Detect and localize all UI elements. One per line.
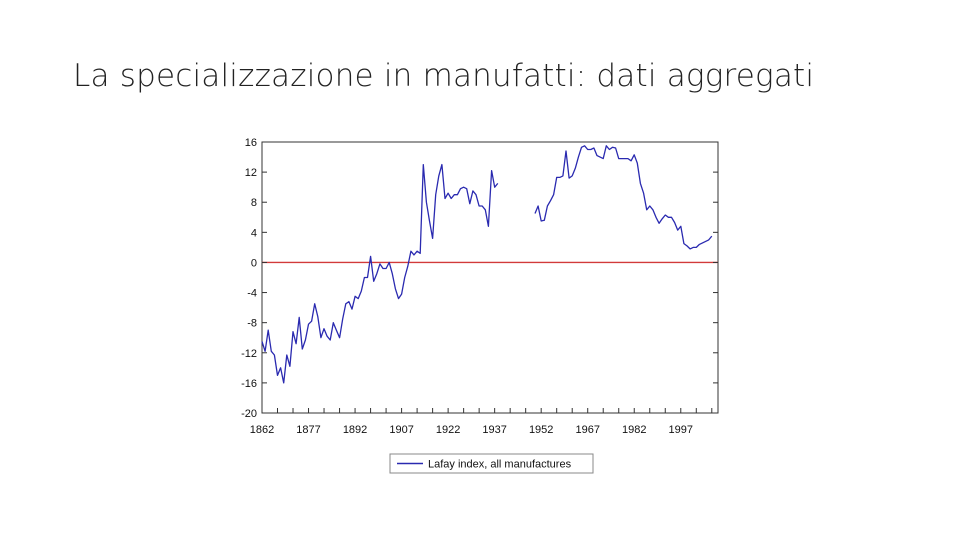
y-tick-label: -8 (247, 318, 257, 330)
y-tick-label: 4 (251, 227, 257, 239)
x-tick-label: 1997 (669, 424, 693, 436)
x-tick-label: 1892 (343, 424, 367, 436)
legend-label: Lafay index, all manufactures (428, 459, 572, 471)
x-tick-label: 1982 (622, 424, 646, 436)
y-tick-label: -12 (241, 348, 257, 360)
y-tick-label: 12 (245, 167, 257, 179)
y-tick-label: -16 (241, 378, 257, 390)
slide-title: La specializzazione in manufatti: dati a… (73, 58, 815, 94)
y-tick-label: -20 (241, 408, 257, 420)
x-tick-label: 1862 (250, 424, 274, 436)
y-tick-label: -4 (247, 288, 257, 300)
x-tick-label: 1937 (482, 424, 506, 436)
series-line-segment (261, 163, 499, 384)
x-tick-label: 1952 (529, 424, 553, 436)
series-line-segment (534, 145, 713, 250)
legend-box (389, 453, 594, 474)
x-tick-label: 1922 (436, 424, 460, 436)
plot-frame (261, 141, 719, 414)
y-tick-label: 16 (245, 137, 257, 149)
x-tick-label: 1877 (296, 424, 320, 436)
y-tick-label: 8 (251, 197, 257, 209)
x-tick-label: 1967 (575, 424, 599, 436)
x-tick-label: 1907 (389, 424, 413, 436)
y-tick-label: 0 (251, 257, 257, 269)
